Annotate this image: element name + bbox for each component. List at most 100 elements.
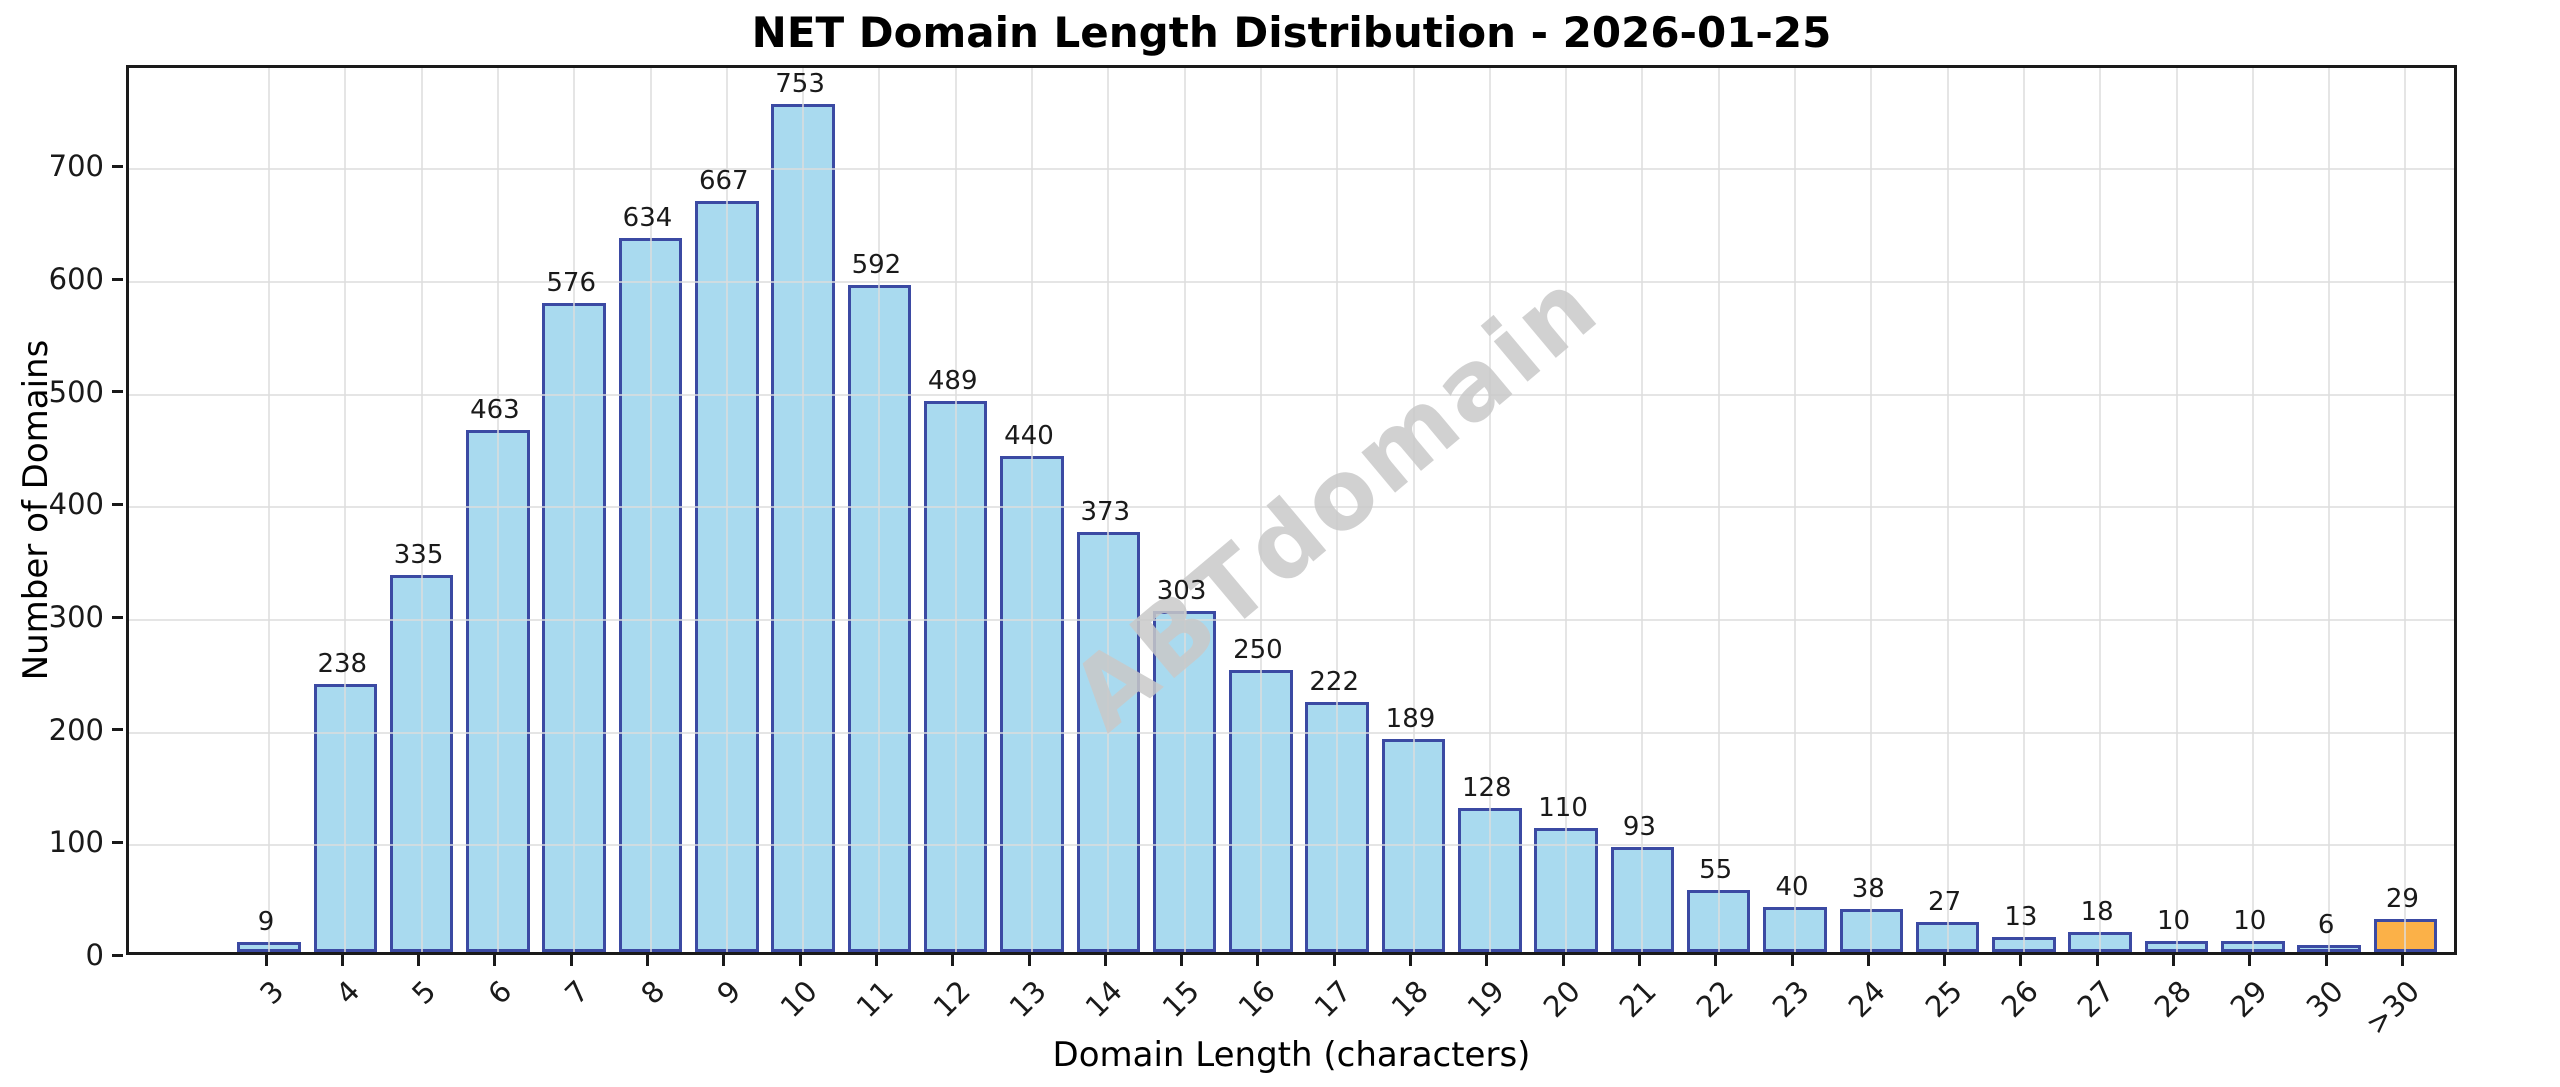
bar-value-label: 592 — [851, 250, 902, 281]
chart-title: NET Domain Length Distribution - 2026-01… — [751, 8, 1832, 57]
y-tick-label: 100 — [48, 825, 104, 860]
y-tick-mark — [112, 840, 123, 844]
x-tick-label: 30 — [2299, 973, 2351, 1025]
y-tick-mark — [112, 615, 123, 619]
gridline-vertical — [1488, 68, 1491, 952]
bar-value-label: 753 — [775, 68, 825, 99]
gridline-vertical — [802, 68, 805, 952]
bar-value-label: 10 — [2233, 905, 2267, 936]
x-tick-mark — [2248, 955, 2252, 966]
x-tick-mark — [1561, 955, 1565, 966]
x-tick-mark — [1103, 955, 1107, 966]
x-tick-label: 14 — [1079, 973, 1130, 1025]
gridline-horizontal — [129, 393, 2454, 396]
x-tick-label: 27 — [2070, 973, 2122, 1025]
gridline-vertical — [2175, 68, 2178, 952]
bar-value-label: 9 — [257, 906, 275, 937]
gridline-vertical — [649, 68, 652, 952]
gridline-vertical — [1565, 68, 1568, 952]
x-tick-mark — [1637, 955, 1641, 966]
bar-value-label: 128 — [1461, 772, 1512, 803]
x-tick-mark — [874, 955, 878, 966]
bar-value-label: 13 — [2004, 902, 2038, 933]
bar-value-label: 29 — [2385, 884, 2419, 915]
x-tick-label: 26 — [1994, 973, 2045, 1025]
gridline-vertical — [1717, 68, 1720, 952]
gridline-vertical — [1107, 68, 1110, 952]
x-tick-mark — [951, 955, 955, 966]
x-tick-label: 20 — [1536, 973, 1588, 1025]
x-tick-label: >30 — [2358, 973, 2427, 1042]
x-tick-label: 16 — [1231, 973, 1282, 1025]
y-tick-mark — [112, 164, 123, 168]
gridline-vertical — [878, 68, 881, 952]
x-tick-label: 18 — [1384, 973, 1435, 1025]
x-tick-mark — [1866, 955, 1870, 966]
gridline-horizontal — [129, 506, 2454, 509]
x-tick-mark — [1256, 955, 1260, 966]
x-tick-mark — [1943, 955, 1947, 966]
gridline-vertical — [725, 68, 728, 952]
x-tick-mark — [1332, 955, 1336, 966]
x-tick-label: 24 — [1842, 973, 1893, 1025]
y-tick-mark — [112, 277, 123, 281]
x-tick-mark — [417, 955, 421, 966]
bar-value-label: 189 — [1385, 704, 1436, 735]
x-tick-mark — [2172, 955, 2175, 966]
gridline-vertical — [954, 68, 957, 952]
gridline-vertical — [1870, 68, 1873, 952]
bar-value-label: 55 — [1699, 855, 1733, 886]
x-tick-mark — [1409, 955, 1412, 966]
x-tick-label: 28 — [2147, 973, 2198, 1025]
gridline-horizontal — [129, 168, 2454, 171]
y-tick-label: 600 — [48, 262, 104, 297]
gridline-vertical — [1336, 68, 1339, 952]
gridline-horizontal — [129, 281, 2454, 284]
x-tick-mark — [1180, 955, 1184, 966]
gridline-vertical — [1412, 68, 1415, 952]
y-tick-label: 700 — [48, 149, 104, 184]
x-tick-label: 6 — [481, 973, 519, 1011]
x-tick-mark — [2019, 955, 2023, 966]
x-tick-label: 19 — [1460, 973, 1511, 1025]
y-tick-label: 0 — [85, 938, 104, 972]
x-tick-mark — [493, 955, 497, 966]
bar-value-label: 93 — [1622, 812, 1656, 843]
x-tick-label: 15 — [1155, 973, 1206, 1025]
gridline-horizontal — [129, 731, 2454, 734]
x-tick-label: 12 — [926, 973, 977, 1025]
gridline-vertical — [496, 68, 499, 952]
gridline-horizontal — [129, 619, 2454, 622]
bar-value-label: 489 — [927, 366, 978, 397]
gridline-vertical — [1794, 68, 1796, 952]
bar-value-label: 222 — [1309, 666, 1359, 697]
bar-value-label: 440 — [1004, 421, 1054, 452]
x-tick-label: 23 — [1765, 973, 1816, 1025]
x-tick-label: 13 — [1002, 973, 1053, 1025]
gridline-horizontal — [129, 844, 2454, 847]
x-tick-label: 7 — [558, 973, 596, 1011]
bar-value-label: 250 — [1233, 635, 1283, 666]
gridline-vertical — [1259, 68, 1262, 952]
x-tick-label: 8 — [634, 973, 672, 1011]
x-tick-label: 25 — [1918, 973, 1969, 1025]
x-tick-label: 4 — [329, 973, 367, 1011]
gridline-vertical — [2099, 68, 2102, 952]
y-tick-label: 300 — [48, 600, 104, 635]
gridline-vertical — [2022, 68, 2025, 952]
x-tick-label: 9 — [710, 973, 748, 1011]
bar-value-label: 110 — [1538, 793, 1588, 824]
bar-value-label: 18 — [2080, 896, 2114, 927]
gridline-vertical — [268, 68, 270, 952]
gridline-vertical — [1641, 68, 1644, 952]
bar-value-label: 6 — [2317, 910, 2335, 941]
y-tick-mark — [112, 953, 123, 957]
x-tick-mark — [2324, 955, 2328, 966]
x-tick-mark — [2400, 955, 2404, 966]
bar-value-label: 335 — [393, 539, 444, 570]
gridline-vertical — [2404, 68, 2407, 952]
bar-value-label: 10 — [2156, 905, 2191, 936]
x-tick-mark — [340, 955, 344, 966]
bar-value-label: 576 — [546, 268, 596, 299]
